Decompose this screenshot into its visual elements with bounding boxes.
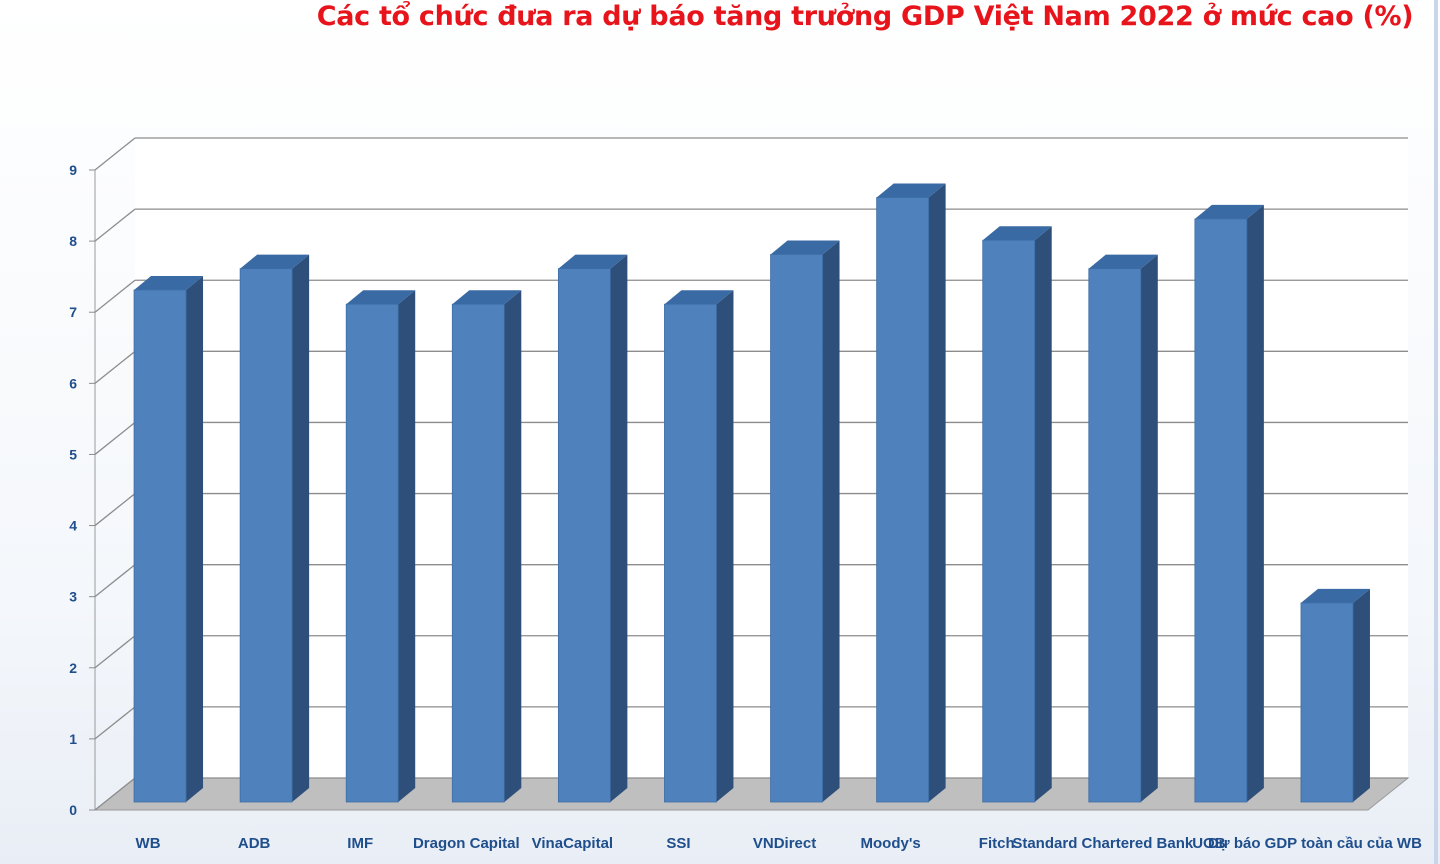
gridline-diagonal <box>94 493 136 527</box>
bar <box>664 290 734 803</box>
bar <box>1194 204 1264 803</box>
bar <box>133 276 204 803</box>
bar <box>1088 254 1158 803</box>
bar-side <box>1034 226 1052 802</box>
bar <box>1300 588 1370 803</box>
bar-top <box>452 290 522 305</box>
bar-side <box>822 240 840 802</box>
bar-top <box>876 183 946 198</box>
y-tick-label: 5 <box>69 446 77 462</box>
gridline-diagonal <box>94 137 136 171</box>
bar-front <box>1088 268 1142 803</box>
bar-top <box>1088 254 1158 269</box>
bar-side <box>398 290 416 802</box>
gridline-diagonal <box>94 208 136 242</box>
category-label: UOB <box>1192 835 1226 852</box>
gridline-diagonal <box>94 635 136 669</box>
category-label: VNDirect <box>753 835 816 852</box>
bar-front <box>345 303 399 803</box>
bar-side <box>716 290 734 802</box>
bar-top <box>240 254 310 269</box>
bar-top <box>1300 588 1370 603</box>
bar <box>345 290 416 803</box>
y-tick-label: 2 <box>69 660 77 676</box>
y-tick-label: 0 <box>69 802 77 818</box>
bar-front <box>557 268 611 803</box>
bar <box>982 226 1052 803</box>
bar-front <box>133 289 187 803</box>
bar-top <box>664 290 734 305</box>
labels-layer: 0 1 2 3 4 5 6 7 8 9 WB ADB IMF Dragon Capital VinaCapi… <box>69 162 1422 852</box>
category-label: Fitch <box>979 835 1015 852</box>
bar-side <box>186 276 204 802</box>
bar-side <box>1352 588 1370 802</box>
bar <box>770 240 840 803</box>
y-tick-label: 3 <box>69 589 77 605</box>
gridline-diagonal <box>94 350 136 384</box>
bar-front <box>1194 218 1248 803</box>
category-label: ADB <box>238 835 271 852</box>
bar-top <box>1194 204 1264 219</box>
bar <box>876 183 946 803</box>
y-tick-label: 1 <box>69 731 77 747</box>
bar-top <box>982 226 1052 241</box>
gridline-diagonal <box>94 706 136 740</box>
gridline-diagonal <box>94 564 136 598</box>
bar-top <box>134 276 204 290</box>
bar-side <box>504 290 522 802</box>
y-tick-label: 4 <box>69 518 77 534</box>
category-label: Dự báo GDP toàn cầu của WB <box>1208 835 1422 852</box>
bar <box>557 254 628 803</box>
category-label: IMF <box>347 835 373 852</box>
bar-side <box>610 254 628 802</box>
bar-top <box>346 290 416 305</box>
y-tick-label: 9 <box>69 162 77 178</box>
category-label: VinaCapital <box>532 835 613 852</box>
bar-front <box>982 239 1036 803</box>
y-tick-label: 6 <box>69 375 77 391</box>
bar-side <box>928 183 946 803</box>
bar-top <box>558 254 628 269</box>
bar-front <box>451 303 505 803</box>
bar <box>239 254 310 803</box>
bar <box>451 290 522 803</box>
bar-side <box>1246 204 1264 802</box>
chart-title: Các tổ chức đưa ra dự báo tăng trưởng GD… <box>316 1 1414 32</box>
category-label: Moody's <box>861 835 921 852</box>
bar-front <box>876 197 930 803</box>
chart-frame-edge <box>1434 0 1438 864</box>
bars-layer <box>133 183 1370 803</box>
gridline-diagonal <box>94 421 136 455</box>
y-tick-label: 8 <box>69 233 77 249</box>
category-label: Dragon Capital <box>413 835 520 852</box>
bar-top <box>770 240 840 255</box>
category-label: Standard Chartered Bank <box>1012 835 1194 852</box>
bar-side <box>1140 254 1158 802</box>
bar-front <box>1300 602 1354 803</box>
bar-front <box>239 268 293 803</box>
gridline-diagonal <box>94 279 136 313</box>
category-label: SSI <box>666 835 690 852</box>
category-label: WB <box>136 835 161 852</box>
y-tick-label: 7 <box>69 304 77 320</box>
bar-front <box>664 303 717 803</box>
bar-side <box>292 254 310 802</box>
gridline-diagonal <box>94 777 136 811</box>
bar-front <box>770 254 823 803</box>
